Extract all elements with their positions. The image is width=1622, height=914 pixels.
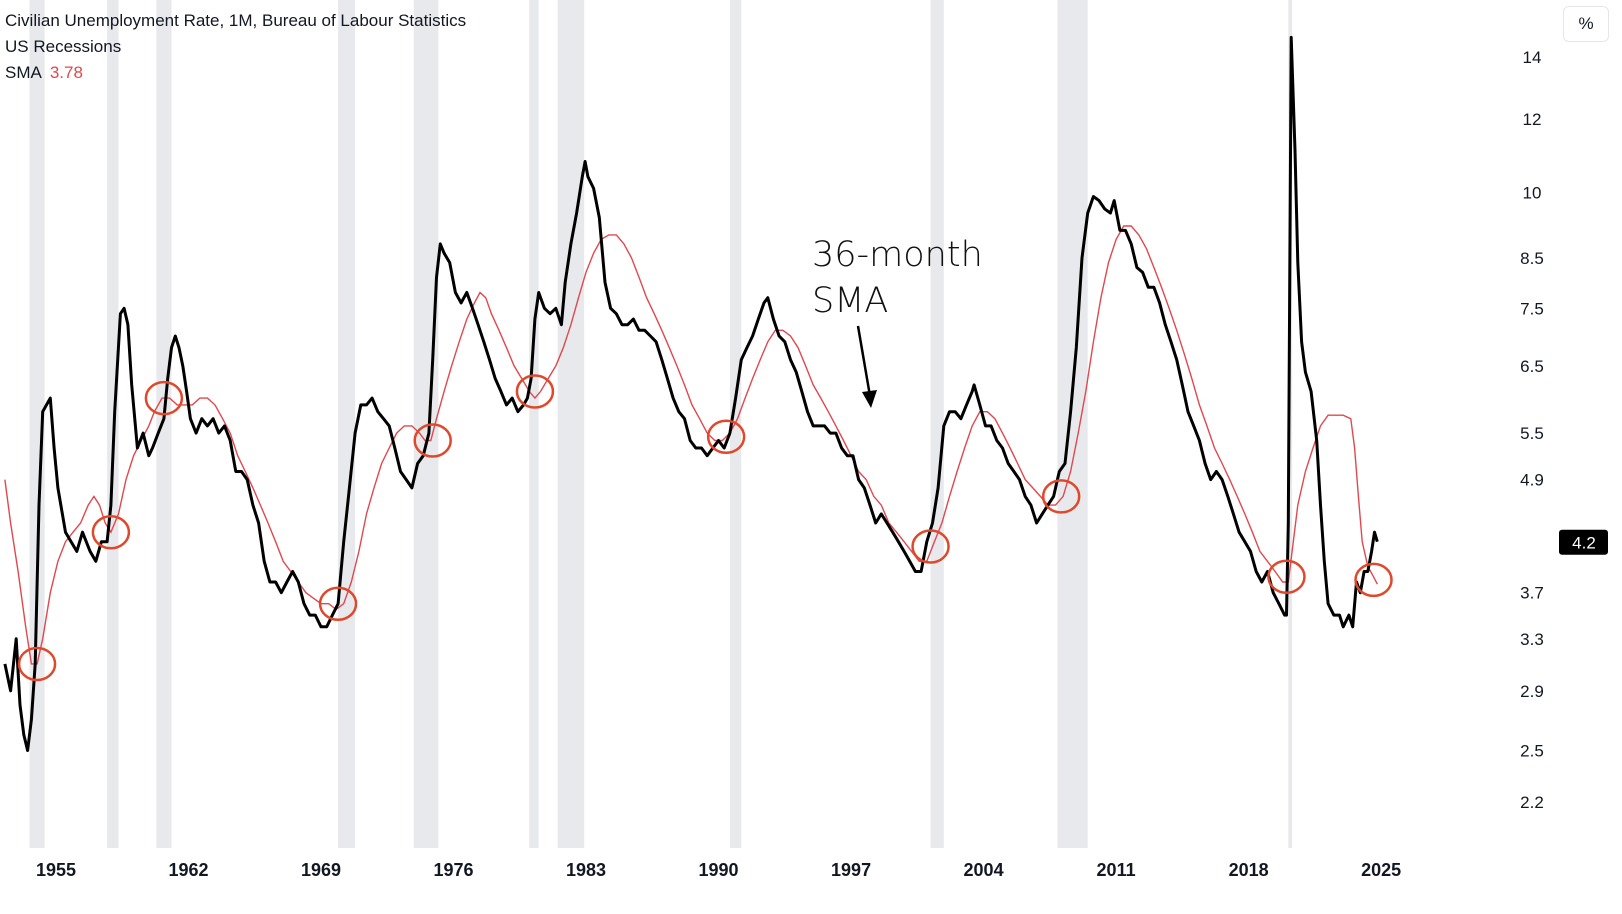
recession-band [29, 0, 45, 848]
last-value-text: 4.2 [1572, 534, 1596, 553]
recession-band [338, 0, 356, 848]
y-tick-label: 10 [1523, 183, 1542, 202]
crossover-circle [91, 514, 131, 550]
chart-legend: Civilian Unemployment Rate, 1M, Bureau o… [5, 8, 466, 86]
legend-sma-value: 3.78 [49, 63, 83, 82]
crossover-circle [515, 374, 555, 409]
x-tick-label: 1990 [699, 860, 739, 880]
y-tick-label: 14 [1523, 48, 1542, 67]
unemployment-line [3, 35, 1379, 752]
arrow-shaft [856, 325, 872, 397]
y-tick-label: 2.2 [1520, 793, 1544, 812]
y-axis[interactable]: 14 12 10 8.5 7.5 6.5 5.5 4.9 3.7 3.3 2.9 2.5 2.2 [1520, 48, 1544, 812]
unemployment-series [3, 35, 1379, 752]
y-tick-label: 7.5 [1520, 299, 1544, 318]
y-tick-label: 5.5 [1520, 424, 1544, 443]
recession-band [156, 0, 172, 848]
y-tick-label: 6.5 [1520, 357, 1544, 376]
arrow-head-icon [862, 390, 877, 408]
crossover-circle [144, 380, 184, 416]
crossover-circle [413, 423, 452, 458]
recession-band [1057, 0, 1088, 848]
crossover-circle [706, 419, 746, 455]
recession-band [529, 0, 539, 848]
x-tick-label: 1969 [301, 860, 341, 880]
recession-bands [29, 0, 1293, 848]
x-tick-label: 2011 [1097, 860, 1136, 880]
annotation-line-2: SMA [812, 281, 889, 321]
legend-sma[interactable]: SMA 3.78 [5, 60, 466, 86]
recession-band [557, 0, 585, 848]
legend-sma-label: SMA [5, 63, 42, 82]
last-value-badge [1559, 529, 1608, 555]
last-value-marker: 4.2 [1559, 529, 1608, 555]
x-tick-label: 1955 [36, 860, 76, 880]
legend-series-title[interactable]: Civilian Unemployment Rate, 1M, Bureau o… [5, 11, 467, 30]
y-tick-label: 3.7 [1520, 584, 1544, 603]
crossover-circle [1041, 479, 1081, 514]
x-tick-label: 1962 [168, 860, 208, 880]
sma-line [4, 225, 1378, 665]
crossover-circle [911, 529, 950, 564]
price-scale-unit-button[interactable]: % [1563, 6, 1609, 42]
y-tick-label: 3.3 [1520, 630, 1544, 649]
x-tick-label: 2025 [1361, 860, 1401, 880]
crossover-circle [318, 586, 358, 621]
legend-recessions[interactable]: US Recessions [5, 37, 122, 56]
x-tick-label: 2004 [964, 860, 1004, 880]
y-tick-label: 2.9 [1520, 682, 1544, 701]
y-tick-label: 8.5 [1520, 249, 1544, 268]
recession-band [930, 0, 944, 848]
crossover-highlights [17, 374, 1393, 682]
crossover-circle [1267, 559, 1306, 594]
y-tick-label: 12 [1523, 110, 1542, 129]
sma-series [4, 225, 1378, 665]
crossover-circle [17, 646, 57, 682]
annotation-line-1: 36-month [812, 235, 983, 275]
x-tick-label: 1997 [831, 860, 871, 880]
x-tick-label: 1976 [434, 860, 474, 880]
crossover-circle [1354, 562, 1393, 598]
sma-annotation: 36-month SMA [812, 232, 983, 324]
y-tick-label: 4.9 [1520, 471, 1544, 490]
annotation-arrow [856, 325, 877, 408]
x-tick-label: 1983 [566, 860, 606, 880]
y-tick-label: 2.5 [1520, 742, 1544, 761]
x-tick-label: 2018 [1229, 860, 1269, 880]
x-axis: 1955 1962 1969 1976 1983 1990 1997 2004 2011 2018… [36, 860, 1401, 880]
